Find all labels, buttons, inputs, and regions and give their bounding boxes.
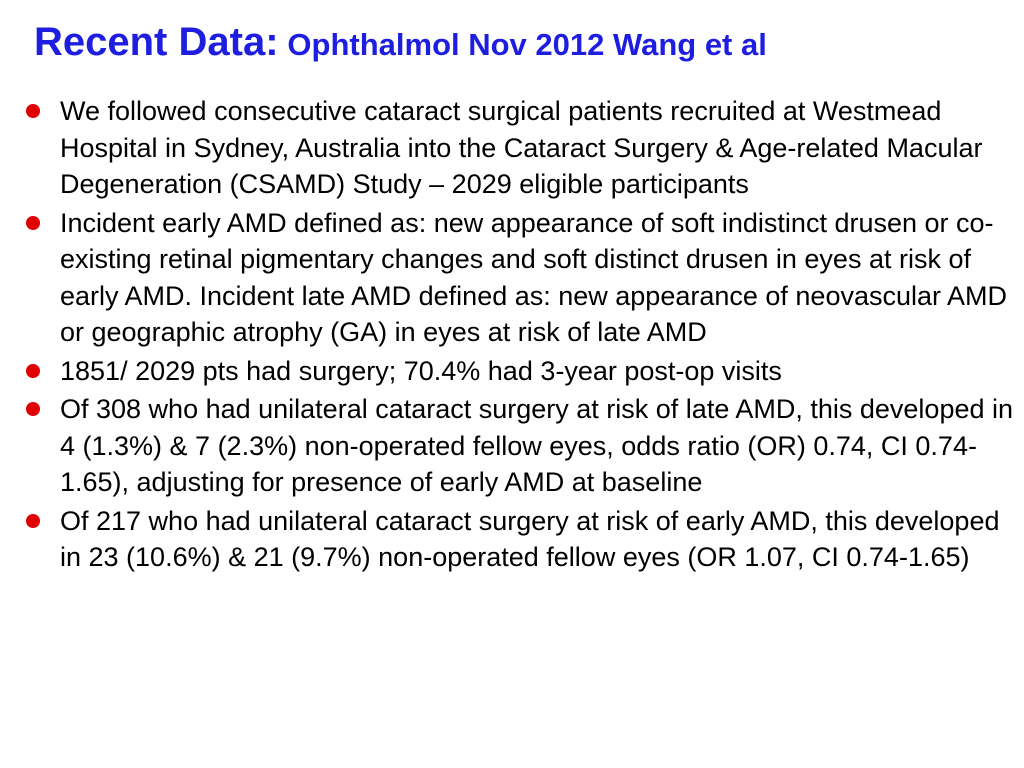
bullet-text: Of 217 who had unilateral cataract surge… (60, 505, 1000, 573)
title-citation: Ophthalmol Nov 2012 Wang et al (287, 27, 767, 62)
bullet-item: Incident early AMD defined as: new appea… (24, 205, 1014, 351)
bullet-dot-icon (26, 215, 40, 230)
bullet-text: Of 308 who had unilateral cataract surge… (60, 394, 1014, 497)
bullet-dot-icon (26, 513, 40, 528)
bullet-item: Of 308 who had unilateral cataract surge… (24, 391, 1014, 501)
bullet-dot-icon (26, 104, 40, 118)
bullet-item: We followed consecutive cataract surgica… (24, 93, 1014, 203)
bullet-dot-icon (26, 402, 40, 416)
bullet-text: We followed consecutive cataract surgica… (60, 96, 983, 199)
title-main: Recent Data: (34, 20, 279, 64)
bullet-list: We followed consecutive cataract surgica… (24, 93, 1014, 578)
bullet-item: Of 217 who had unilateral cataract surge… (24, 503, 1014, 576)
bullet-dot-icon (26, 363, 40, 378)
bullet-text: Incident early AMD defined as: new appea… (60, 207, 1008, 348)
bullet-text: 1851/ 2029 pts had surgery; 70.4% had 3-… (60, 355, 782, 386)
bullet-item: 1851/ 2029 pts had surgery; 70.4% had 3-… (24, 353, 1014, 390)
slide-title: Recent Data: Ophthalmol Nov 2012 Wang et… (34, 14, 994, 73)
